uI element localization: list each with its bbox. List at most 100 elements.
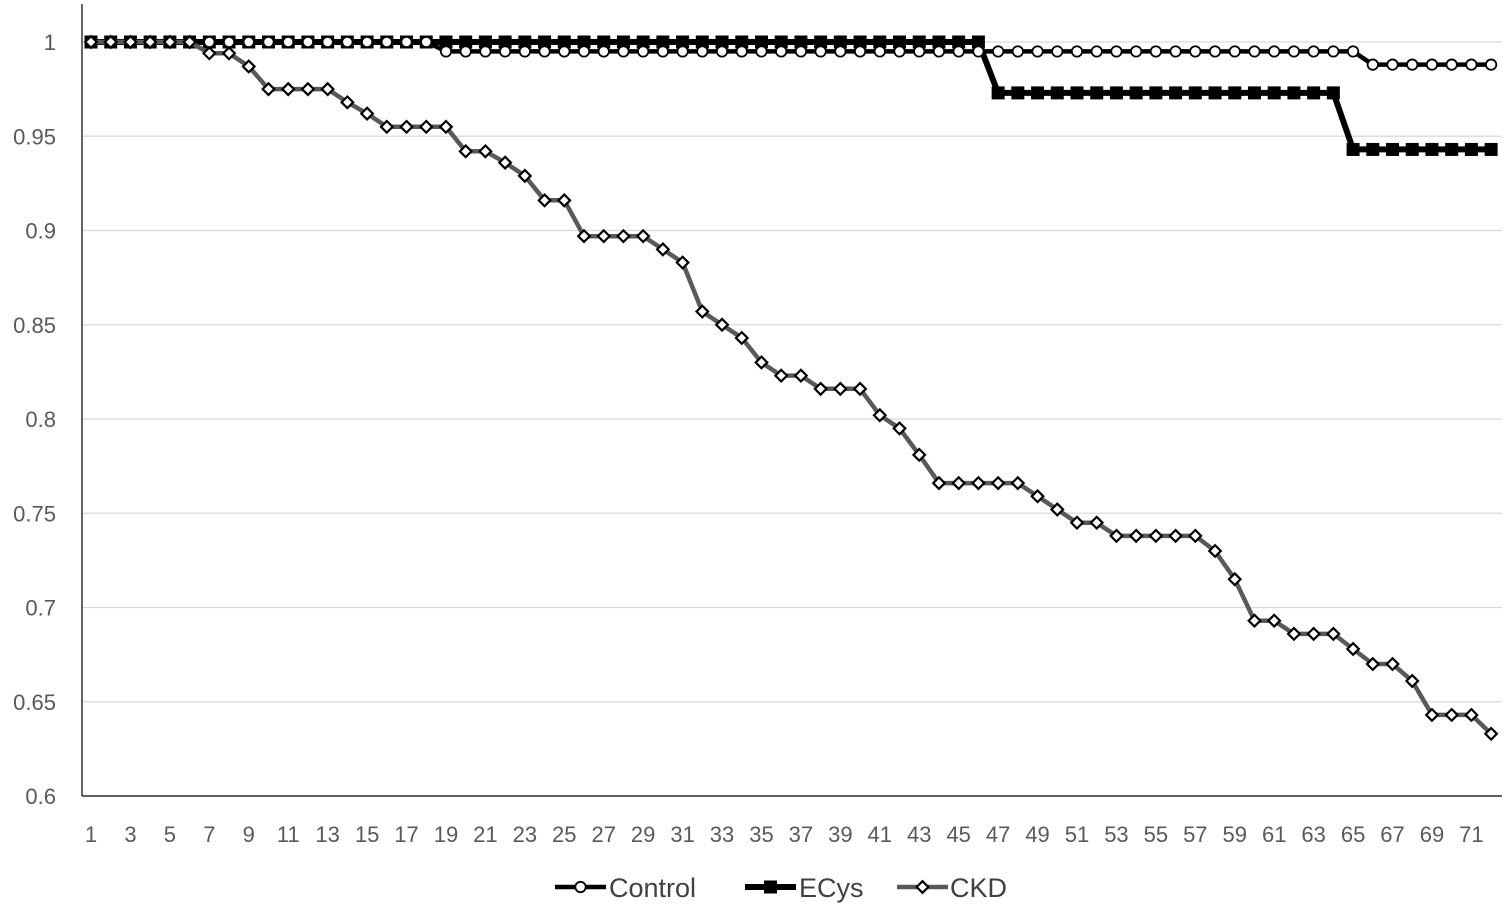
data-point-ckd <box>892 421 907 436</box>
data-point-ckd <box>123 34 138 50</box>
data-point-ecys <box>1149 86 1163 100</box>
data-point-control <box>203 35 216 49</box>
data-point-control <box>1011 45 1024 58</box>
data-point-ecys <box>1188 86 1202 100</box>
data-point-ecys <box>597 35 611 49</box>
data-point-control <box>853 45 867 58</box>
data-point-ckd <box>576 228 592 244</box>
data-point-ecys <box>1307 86 1321 100</box>
x-tick-label: 7 <box>203 822 215 847</box>
grid-layer <box>82 41 1502 703</box>
data-point-control <box>676 45 689 58</box>
data-point-ecys <box>1050 86 1064 100</box>
x-tick-label: 51 <box>1065 822 1089 847</box>
x-tick-label: 65 <box>1341 822 1365 847</box>
data-point-ckd <box>773 368 789 384</box>
data-point-control <box>893 45 906 58</box>
data-point-ecys <box>833 35 847 49</box>
data-point-control <box>1110 45 1123 58</box>
data-point-control <box>873 45 886 58</box>
data-point-control <box>1485 58 1498 71</box>
data-point-ecys <box>971 35 985 49</box>
data-point-ecys <box>1109 86 1123 100</box>
data-point-ckd <box>537 192 552 208</box>
data-point-ckd <box>221 45 237 61</box>
data-point-ckd <box>1227 571 1243 587</box>
data-point-control <box>1189 45 1202 58</box>
data-point-ckd <box>813 381 828 397</box>
data-point-ecys <box>1247 86 1261 100</box>
data-point-ckd <box>971 475 986 491</box>
y-tick-label: 0.95 <box>13 124 56 149</box>
data-point-control <box>1090 45 1103 58</box>
data-point-control <box>1406 58 1419 71</box>
y-tick-label: 0.85 <box>13 313 56 338</box>
data-point-control <box>479 45 492 58</box>
data-point-control <box>301 35 315 49</box>
data-point-ecys <box>893 35 907 49</box>
data-point-ecys <box>873 35 887 49</box>
data-point-ecys <box>1129 86 1143 100</box>
data-point-ckd <box>379 119 395 135</box>
y-tick-label: 0.7 <box>25 596 56 621</box>
x-tick-label: 25 <box>552 822 576 847</box>
data-point-control <box>341 35 354 49</box>
data-point-ecys <box>1405 142 1419 156</box>
x-tick-label: 3 <box>124 822 136 847</box>
data-point-ckd <box>1109 528 1124 544</box>
data-point-ckd <box>596 228 612 244</box>
data-point-control <box>1031 45 1044 58</box>
data-point-ecys <box>1011 86 1025 100</box>
data-point-control <box>1228 45 1241 58</box>
x-tick-label: 5 <box>164 822 176 847</box>
y-tick-label: 1 <box>44 30 56 55</box>
data-point-control <box>577 45 591 58</box>
data-point-ckd <box>793 368 809 384</box>
data-point-ecys <box>439 35 453 49</box>
x-tick-label: 69 <box>1420 822 1444 847</box>
data-point-ecys <box>577 35 591 49</box>
data-point-control <box>1445 58 1458 71</box>
data-point-control <box>1268 45 1281 58</box>
x-tick-label: 37 <box>789 822 813 847</box>
data-point-ecys <box>1070 86 1084 100</box>
data-point-ecys <box>478 35 492 49</box>
data-point-control <box>360 35 374 49</box>
data-point-ckd <box>1483 726 1499 742</box>
legend-item-ckd: CKD <box>897 873 1007 903</box>
data-point-control <box>637 45 650 58</box>
data-point-control <box>1248 45 1261 58</box>
x-tick-label: 41 <box>868 822 892 847</box>
x-tick-label: 55 <box>1144 822 1168 847</box>
data-point-ckd <box>1010 475 1026 491</box>
x-tick-label: 17 <box>394 822 418 847</box>
data-point-ckd <box>241 59 257 74</box>
data-point-ckd <box>734 330 750 346</box>
y-tick-label: 0.8 <box>25 407 56 432</box>
x-tick-label: 61 <box>1262 822 1286 847</box>
data-point-ckd <box>162 34 178 50</box>
x-tick-label: 49 <box>1025 822 1049 847</box>
data-point-control <box>518 45 531 58</box>
x-tick-label: 47 <box>986 822 1010 847</box>
data-point-ecys <box>794 35 808 49</box>
x-tick-label: 11 <box>277 822 300 847</box>
data-point-ckd <box>182 34 197 50</box>
data-point-ecys <box>1366 142 1380 156</box>
data-point-ckd <box>911 447 927 463</box>
data-point-control <box>420 35 433 49</box>
data-point-ckd <box>478 143 493 159</box>
data-point-ecys <box>656 35 670 49</box>
series-line-control <box>91 39 1492 67</box>
data-point-control <box>400 35 413 49</box>
data-point-ckd <box>1266 613 1282 629</box>
data-point-ckd <box>83 34 99 50</box>
data-point-ckd <box>340 94 355 110</box>
x-tick-label: 15 <box>355 822 379 847</box>
x-tick-label: 19 <box>434 822 458 847</box>
data-point-control <box>1287 45 1301 58</box>
data-point-ecys <box>557 35 571 49</box>
data-point-ckd <box>320 81 335 97</box>
data-point-control <box>696 45 709 58</box>
